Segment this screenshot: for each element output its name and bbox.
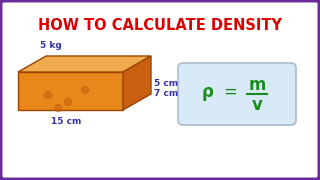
FancyBboxPatch shape (178, 63, 296, 125)
Text: 5 cm: 5 cm (154, 78, 178, 87)
Polygon shape (123, 56, 151, 110)
Text: $\mathbf{v}$: $\mathbf{v}$ (251, 96, 263, 114)
Text: $\mathbf{m}$: $\mathbf{m}$ (248, 76, 266, 94)
Circle shape (65, 98, 71, 105)
Circle shape (82, 87, 89, 93)
Text: 5 kg: 5 kg (40, 42, 62, 51)
Text: HOW TO CALCULATE DENSITY: HOW TO CALCULATE DENSITY (38, 19, 282, 33)
Polygon shape (18, 56, 151, 72)
Text: 7 cm: 7 cm (154, 89, 178, 98)
Polygon shape (18, 72, 123, 110)
Text: $\mathbf{\rho}$  =: $\mathbf{\rho}$ = (201, 85, 237, 103)
Circle shape (44, 91, 52, 98)
Circle shape (54, 105, 61, 111)
Text: 15 cm: 15 cm (51, 118, 82, 127)
